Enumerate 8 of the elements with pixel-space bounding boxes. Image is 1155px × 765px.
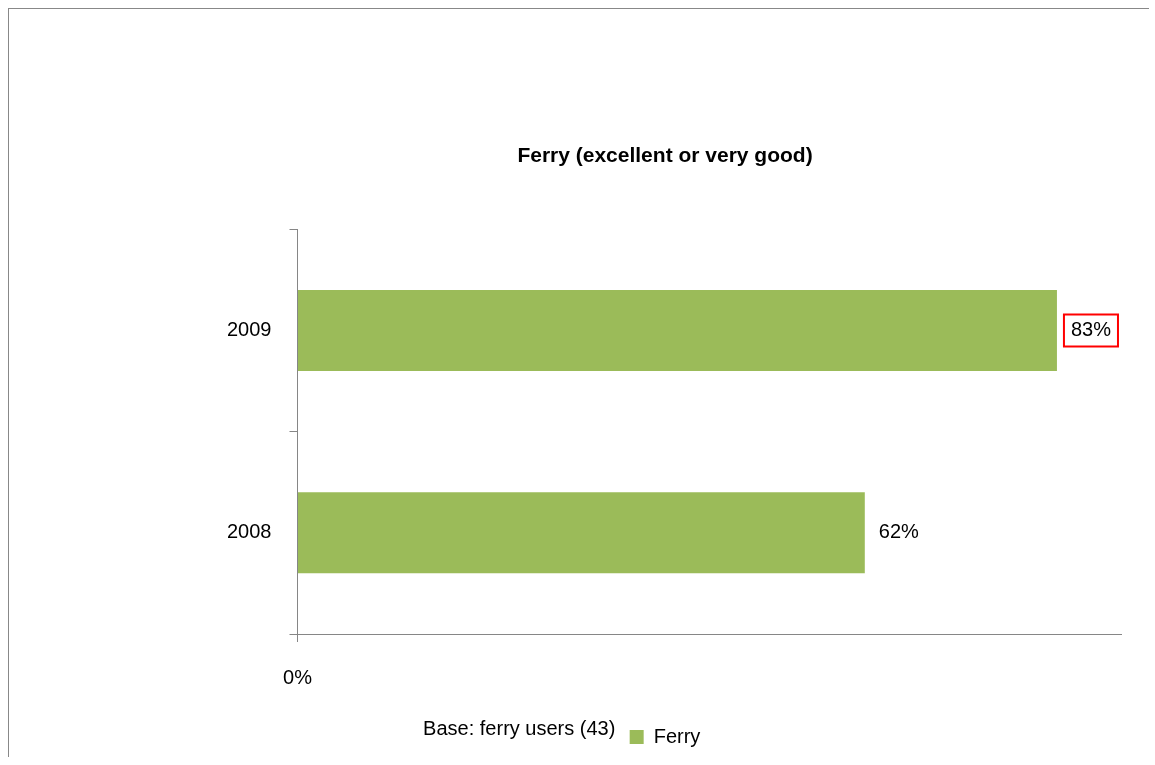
y-tick-label: 2009	[226, 317, 272, 340]
legend-label: Ferry	[653, 724, 701, 747]
y-tick-label: 2008	[226, 520, 272, 543]
chart-title: Ferry (excellent or very good)	[517, 143, 813, 167]
text: 0%	[283, 665, 313, 688]
text: Base: ferry users (43)	[423, 716, 616, 739]
data-label: 62%	[878, 520, 920, 543]
data-label: 83%	[1070, 317, 1112, 340]
